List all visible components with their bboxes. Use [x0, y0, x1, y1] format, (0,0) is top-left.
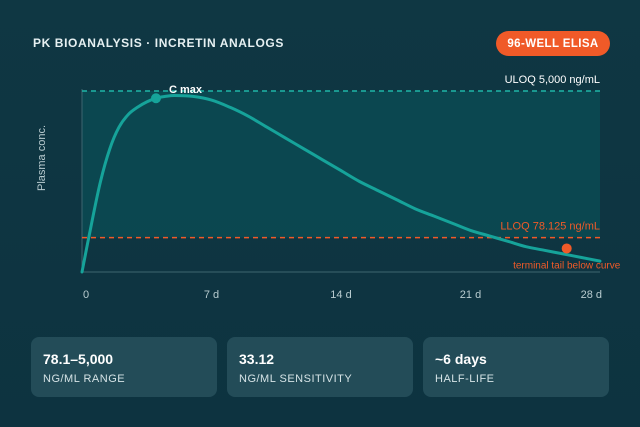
terminal-tail-label: terminal tail below curve — [513, 260, 621, 271]
quantification-range-area — [82, 91, 600, 238]
x-tick-label: 7 d — [204, 289, 219, 301]
assay-badge: 96-WELL ELISA — [496, 31, 610, 56]
terminal-tail-marker — [561, 243, 572, 254]
page-title: PK BIOANALYSIS · INCRETIN ANALOGS — [33, 36, 284, 50]
stat-value-range: 78.1–5,000 — [43, 351, 114, 367]
stat-card-half-life: ~6 days HALF-LIFE — [423, 337, 609, 397]
stat-value-half-life: ~6 days — [435, 351, 487, 367]
x-tick-label: 21 d — [460, 289, 481, 301]
x-tick-label: 28 d — [581, 289, 602, 301]
stat-card-sensitivity: 33.12 NG/ML SENSITIVITY — [227, 337, 413, 397]
lloq-label: LLOQ 78.125 ng/mL — [500, 221, 600, 233]
stat-card-range: 78.1–5,000 NG/ML RANGE — [31, 337, 217, 397]
stat-value-sensitivity: 33.12 — [239, 351, 275, 367]
y-axis-label: Plasma conc. — [36, 125, 48, 191]
cmax-marker — [151, 93, 161, 104]
cmax-label: C max — [169, 84, 203, 96]
x-tick-label: 14 d — [330, 289, 351, 301]
stat-label-range: NG/ML RANGE — [43, 373, 126, 385]
stat-label-half-life: HALF-LIFE — [435, 373, 495, 385]
x-tick-label: 0 — [83, 289, 89, 301]
pk-chart: ULOQ 5,000 ng/mL LLOQ 78.125 ng/mL C max te… — [36, 74, 621, 301]
stat-label-sensitivity: NG/ML SENSITIVITY — [239, 373, 353, 385]
uloq-label: ULOQ 5,000 ng/mL — [505, 74, 600, 86]
concentration-curve — [80, 93, 602, 274]
